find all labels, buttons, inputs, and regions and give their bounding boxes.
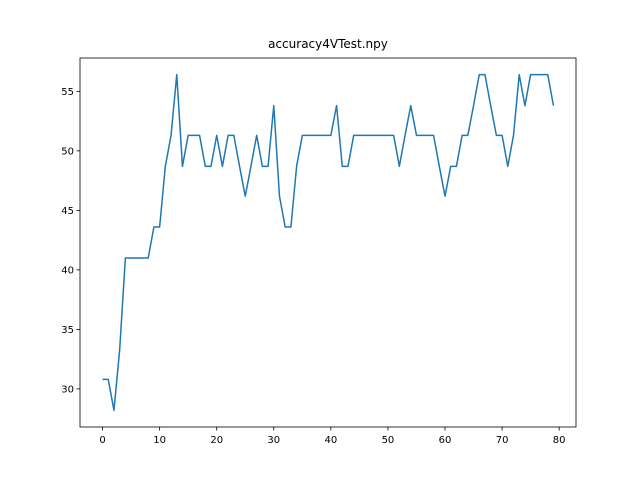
x-tick-label: 30 <box>267 435 280 446</box>
x-tick-label: 60 <box>439 435 452 446</box>
axes-frame <box>79 57 577 428</box>
y-tick-label: 45 <box>61 206 74 217</box>
x-tick-label: 80 <box>553 435 566 446</box>
x-tick-label: 50 <box>382 435 395 446</box>
x-tick-label: 40 <box>324 435 337 446</box>
y-tick-label: 30 <box>61 384 74 395</box>
series-marks <box>102 73 555 412</box>
x-axis: 0 10 20 30 40 50 60 70 80 <box>99 427 566 446</box>
y-tick-label: 40 <box>61 265 74 276</box>
y-tick-label: 55 <box>61 87 74 98</box>
chart-title: accuracy4VTest.npy <box>268 37 388 51</box>
x-tick-label: 20 <box>210 435 223 446</box>
x-tick-label: 70 <box>496 435 509 446</box>
x-tick-label: 0 <box>99 435 105 446</box>
y-tick-label: 50 <box>61 146 74 157</box>
y-tick-label: 35 <box>61 325 74 336</box>
series-line <box>102 73 555 412</box>
y-axis: 30 35 40 45 50 55 <box>61 87 80 395</box>
x-tick-label: 10 <box>153 435 166 446</box>
plot-area: 0 10 20 30 40 50 60 70 80 30 35 40 45 50 55 <box>61 57 577 446</box>
